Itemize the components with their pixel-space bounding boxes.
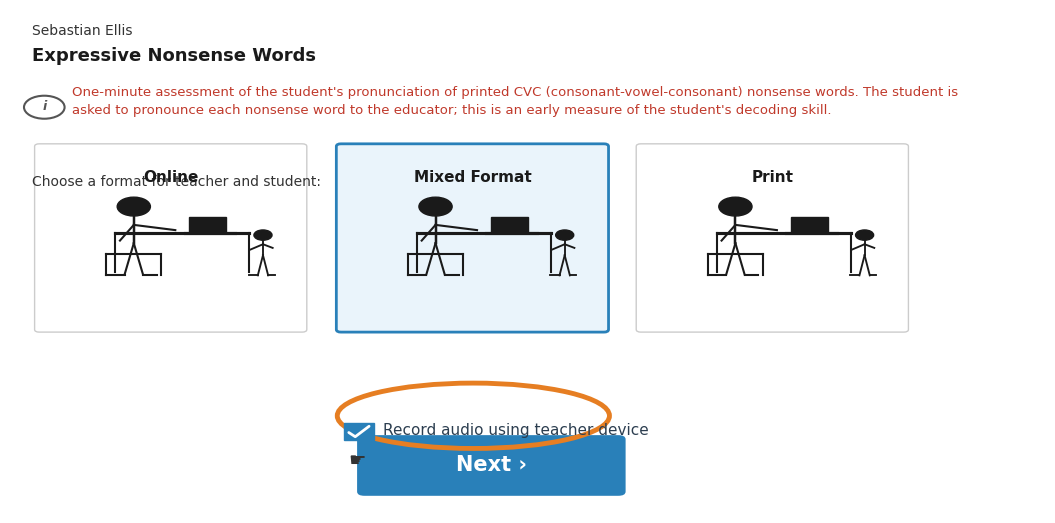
Text: Expressive Nonsense Words: Expressive Nonsense Words — [33, 47, 316, 65]
Text: Next ›: Next › — [456, 456, 526, 475]
Circle shape — [556, 230, 574, 240]
Text: i: i — [42, 100, 46, 112]
Circle shape — [856, 230, 874, 240]
FancyBboxPatch shape — [337, 144, 609, 332]
Circle shape — [419, 197, 453, 216]
FancyBboxPatch shape — [791, 217, 828, 233]
Circle shape — [24, 96, 64, 119]
Circle shape — [254, 230, 272, 240]
Text: Online: Online — [143, 170, 198, 185]
FancyBboxPatch shape — [357, 435, 626, 496]
Text: Record audio using teacher device: Record audio using teacher device — [383, 423, 649, 438]
Text: One-minute assessment of the student's pronunciation of printed CVC (consonant-v: One-minute assessment of the student's p… — [72, 86, 958, 117]
Text: Print: Print — [751, 170, 793, 185]
Text: ☛: ☛ — [349, 451, 366, 470]
FancyBboxPatch shape — [344, 423, 373, 440]
Circle shape — [117, 197, 151, 216]
FancyBboxPatch shape — [189, 217, 226, 233]
FancyBboxPatch shape — [636, 144, 908, 332]
Text: Choose a format for teacher and student:: Choose a format for teacher and student: — [33, 175, 322, 189]
FancyBboxPatch shape — [35, 144, 307, 332]
Text: Mixed Format: Mixed Format — [414, 170, 532, 185]
Text: Sebastian Ellis: Sebastian Ellis — [33, 24, 133, 38]
Circle shape — [718, 197, 752, 216]
FancyBboxPatch shape — [491, 217, 528, 233]
